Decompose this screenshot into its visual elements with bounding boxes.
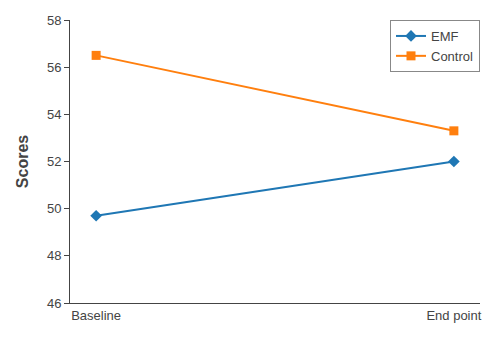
svg-text:EMF: EMF [431,29,459,44]
svg-text:Baseline: Baseline [71,308,121,323]
svg-text:54: 54 [47,107,61,122]
svg-text:Scores: Scores [14,135,31,188]
svg-text:58: 58 [47,13,61,28]
svg-text:End point: End point [426,308,481,323]
svg-text:48: 48 [47,248,61,263]
svg-text:52: 52 [47,154,61,169]
svg-text:46: 46 [47,296,61,311]
svg-text:56: 56 [47,60,61,75]
svg-text:50: 50 [47,201,61,216]
svg-text:Control: Control [431,49,473,64]
